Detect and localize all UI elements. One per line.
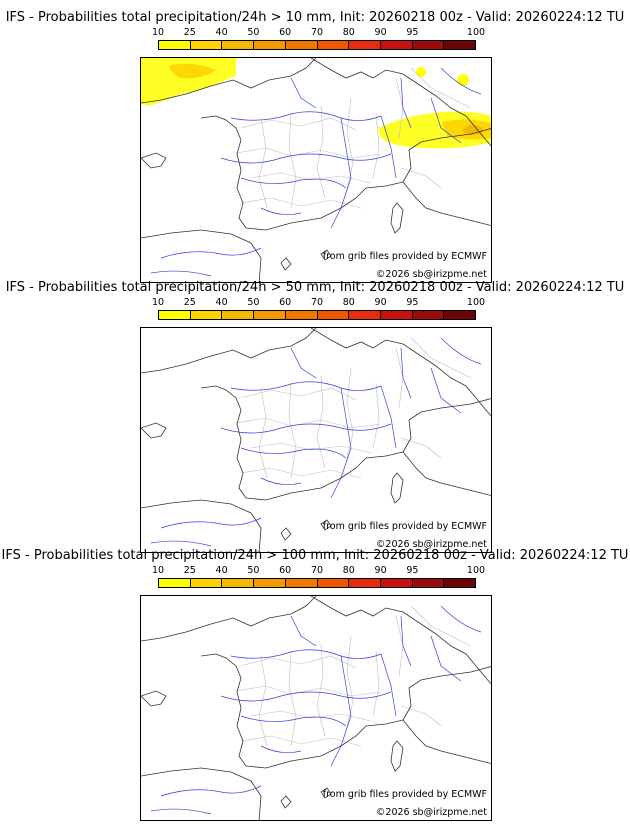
france-map: [141, 58, 491, 282]
map-panel-10mm: IFS - Probabilities total precipitation/…: [0, 10, 630, 283]
colorbar-swatch: [412, 311, 445, 319]
map-area: from grib files provided by ECMWF ©2026 …: [140, 595, 492, 821]
precip-zone-channel: [141, 58, 236, 106]
colorbar-swatch: [190, 41, 223, 49]
coastline-borders: [141, 58, 491, 282]
copyright: ©2026 sb@irizpme.net: [375, 269, 487, 280]
colorbar-swatch: [190, 311, 223, 319]
colorbar-swatch: [159, 41, 191, 49]
colorbar-swatch: [285, 579, 318, 587]
colorbar-swatch: [159, 579, 191, 587]
colorbar-swatch: [190, 579, 223, 587]
colorbar-tick-label: 80: [342, 565, 355, 576]
colorbar-ticks: 10 25 40 50 60 70 80 90 95 100: [152, 565, 485, 577]
france-map: [141, 328, 491, 552]
rivers: [150, 337, 482, 547]
colorbar-tick-label: 50: [247, 27, 260, 38]
colorbar-tick-label: 10: [151, 565, 165, 576]
colorbar-swatch: [380, 41, 413, 49]
source-credit: from grib files provided by ECMWF: [322, 789, 487, 800]
colorbar-swatch: [412, 579, 445, 587]
coastline-borders: [141, 328, 491, 552]
colorbar: [158, 40, 476, 50]
colorbar-tick-label: 60: [279, 297, 292, 308]
map-area: from grib files provided by ECMWF ©2026 …: [140, 327, 492, 553]
colorbar-tick-label: 40: [215, 565, 228, 576]
panel-title: IFS - Probabilities total precipitation/…: [1, 548, 629, 563]
colorbar-tick-label: 95: [406, 297, 419, 308]
colorbar-swatch: [412, 41, 445, 49]
colorbar-tick-label: 70: [310, 565, 324, 576]
colorbar-swatch: [254, 41, 286, 49]
colorbar-swatch: [222, 311, 255, 319]
copyright: ©2026 sb@irizpme.net: [375, 539, 487, 550]
source-credit: from grib files provided by ECMWF: [322, 521, 487, 532]
colorbar-tick-label: 25: [183, 27, 196, 38]
colorbar-swatch: [222, 579, 255, 587]
colorbar-tick-label: 40: [215, 297, 228, 308]
colorbar-swatch: [349, 579, 381, 587]
colorbar-tick-label: 80: [342, 27, 355, 38]
colorbar-swatch: [317, 41, 350, 49]
colorbar-swatch: [444, 579, 476, 587]
map-area: from grib files provided by ECMWF ©2026 …: [140, 57, 492, 283]
colorbar-ticks: 10 25 40 50 60 70 80 90 95 100: [152, 297, 485, 309]
colorbar-swatch: [285, 311, 318, 319]
colorbar-tick-label: 70: [310, 27, 324, 38]
colorbar-tick-label: 25: [183, 297, 196, 308]
colorbar-tick-label: 100: [466, 27, 486, 38]
map-panel-100mm: IFS - Probabilities total precipitation/…: [0, 548, 630, 821]
rivers: [150, 605, 482, 815]
copyright: ©2026 sb@irizpme.net: [375, 807, 487, 818]
colorbar-tick-label: 60: [279, 565, 292, 576]
colorbar-tick-label: 95: [406, 565, 419, 576]
colorbar-swatch: [444, 41, 476, 49]
colorbar-tick-label: 50: [247, 297, 260, 308]
colorbar-swatch: [254, 579, 286, 587]
colorbar-tick-label: 80: [342, 297, 355, 308]
colorbar-tick-label: 95: [406, 27, 419, 38]
colorbar-tick-label: 40: [215, 27, 228, 38]
colorbar-swatch: [444, 311, 476, 319]
colorbar-tick-label: 100: [466, 297, 486, 308]
colorbar-swatch: [349, 41, 381, 49]
colorbar: [158, 310, 476, 320]
colorbar-swatch: [317, 311, 350, 319]
colorbar-tick-label: 70: [310, 297, 324, 308]
colorbar-swatch: [222, 41, 255, 49]
coastline-borders: [141, 596, 491, 820]
colorbar-swatch: [380, 311, 413, 319]
colorbar-swatch: [317, 579, 350, 587]
colorbar-tick-label: 100: [466, 565, 486, 576]
colorbar-tick-label: 60: [279, 27, 292, 38]
rivers: [150, 67, 482, 277]
panel-title: IFS - Probabilities total precipitation/…: [5, 10, 625, 25]
colorbar-ticks: 10 25 40 50 60 70 80 90 95 100: [152, 27, 485, 39]
colorbar-tick-label: 50: [247, 565, 260, 576]
colorbar-swatch: [349, 311, 381, 319]
colorbar-tick-label: 10: [151, 27, 165, 38]
colorbar-tick-label: 25: [183, 565, 196, 576]
colorbar-swatch: [254, 311, 286, 319]
panel-title: IFS - Probabilities total precipitation/…: [5, 280, 625, 295]
colorbar-swatch: [285, 41, 318, 49]
department-borders: [235, 337, 472, 479]
department-borders: [235, 605, 472, 747]
colorbar-tick-label: 90: [374, 565, 387, 576]
precip-zone-alps: [378, 67, 491, 149]
source-credit: from grib files provided by ECMWF: [322, 251, 487, 262]
colorbar-tick-label: 10: [151, 297, 165, 308]
colorbar-tick-label: 90: [374, 297, 387, 308]
colorbar-swatch: [159, 311, 191, 319]
colorbar-tick-label: 90: [374, 27, 387, 38]
colorbar-swatch: [380, 579, 413, 587]
colorbar: [158, 578, 476, 588]
map-panel-50mm: IFS - Probabilities total precipitation/…: [0, 280, 630, 553]
france-map: [141, 596, 491, 820]
